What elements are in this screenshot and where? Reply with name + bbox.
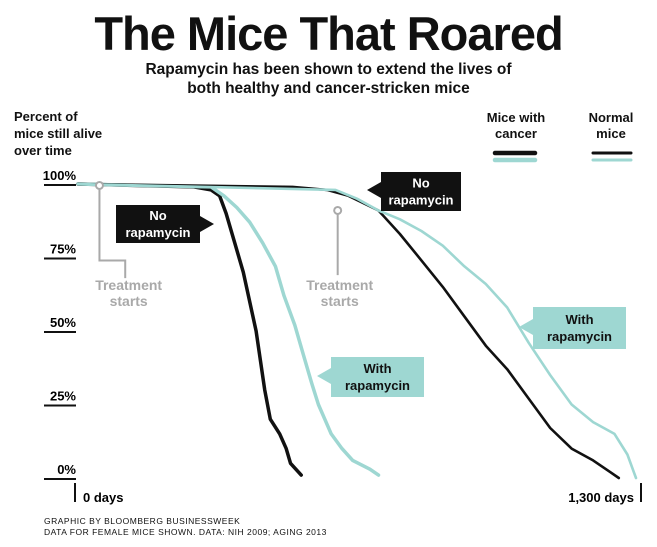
callout-cancer-rapamycin-text: With rapamycin	[345, 361, 410, 393]
source-line-credit: GRAPHIC BY BLOOMBERG BUSINESSWEEK	[44, 516, 241, 526]
y-tick-label: 100%	[43, 168, 77, 183]
callout-cancer-no-rapamycin: No rapamycin	[116, 205, 214, 243]
callout-normal-rapamycin: With rapamycin	[519, 307, 626, 349]
callout-cancer-no-rapamycin-text: No rapamycin	[125, 208, 190, 240]
treatment-label-normal: Treatment starts	[306, 277, 373, 309]
y-axis-label: Percent of mice still alive over time	[14, 109, 103, 158]
chart-title: The Mice That Roared	[94, 7, 563, 60]
callout-cancer-rapamycin: With rapamycin	[317, 357, 424, 397]
callout-cancer-rapamycin-pointer	[317, 368, 331, 384]
callout-cancer-rapamycin-box	[331, 357, 424, 397]
callout-normal-rapamycin-text: With rapamycin	[547, 312, 612, 344]
callout-normal-rapamycin-pointer	[519, 319, 533, 335]
treatment-label-cancer: Treatment starts	[95, 277, 162, 309]
axis-layer: 100% 75% 50% 25% 0% 0 days 1,300 days	[43, 168, 642, 505]
series-line-normal-no-rapamycin	[76, 182, 621, 480]
callout-normal-no-rapamycin-pointer	[367, 182, 381, 198]
treatment-marker-cancer	[94, 180, 104, 190]
series-line-cancer-no-rapamycin	[76, 182, 303, 477]
legend-layer	[492, 150, 633, 163]
series-line-cancer-rapamycin	[76, 182, 381, 477]
treatment-leader-cancer	[98, 185, 127, 279]
y-tick-label: 50%	[50, 315, 76, 330]
legend-label-cancer: Mice with cancer	[486, 110, 546, 141]
annotation-layer: Treatment starts Treatment starts No rapamyci…	[94, 172, 626, 397]
callout-cancer-no-rapamycin-box	[116, 205, 200, 243]
x-axis-start-label: 0 days	[83, 490, 123, 505]
callout-normal-no-rapamycin-box	[381, 172, 461, 211]
callout-normal-rapamycin-box	[533, 307, 626, 349]
source-line-data: DATA FOR FEMALE MICE SHOWN. DATA: NIH 20…	[44, 527, 327, 537]
series-line-normal-rapamycin	[76, 182, 638, 480]
y-tick-label: 0%	[57, 462, 76, 477]
y-tick-label: 25%	[50, 389, 76, 404]
series-layer	[76, 182, 638, 480]
callout-normal-no-rapamycin-text: No rapamycin	[388, 176, 453, 208]
legend-label-normal: Normal mice	[588, 110, 634, 141]
callout-cancer-no-rapamycin-pointer	[200, 216, 214, 232]
x-axis-end-label: 1,300 days	[568, 490, 634, 505]
callout-normal-no-rapamycin: No rapamycin	[367, 172, 461, 211]
treatment-marker-normal	[333, 205, 343, 215]
source-note: GRAPHIC BY BLOOMBERG BUSINESSWEEK DATA F…	[44, 516, 327, 538]
y-tick-label: 75%	[50, 242, 76, 257]
chart-subtitle: Rapamycin has been shown to extend the l…	[145, 61, 512, 97]
